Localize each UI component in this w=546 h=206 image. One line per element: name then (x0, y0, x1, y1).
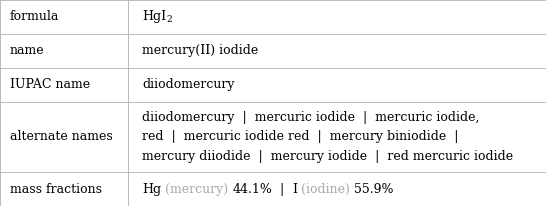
Text: mercury(II) iodide: mercury(II) iodide (142, 44, 258, 57)
Text: I: I (292, 183, 298, 195)
Text: HgI: HgI (142, 11, 166, 23)
Text: 2: 2 (166, 15, 171, 24)
Text: IUPAC name: IUPAC name (10, 78, 90, 91)
Text: (mercury): (mercury) (161, 183, 232, 195)
Text: mass fractions: mass fractions (10, 183, 102, 195)
Text: mercury diiodide  |  mercury iodide  |  red mercuric iodide: mercury diiodide | mercury iodide | red … (142, 150, 513, 163)
Text: 44.1%: 44.1% (232, 183, 272, 195)
Text: Hg: Hg (142, 183, 161, 195)
Text: diiodomercury  |  mercuric iodide  |  mercuric iodide,: diiodomercury | mercuric iodide | mercur… (142, 111, 479, 124)
Text: formula: formula (10, 11, 59, 23)
Text: |: | (272, 183, 292, 195)
Text: name: name (10, 44, 44, 57)
Text: red  |  mercuric iodide red  |  mercury biniodide  |: red | mercuric iodide red | mercury bini… (142, 130, 459, 144)
Text: diiodomercury: diiodomercury (142, 78, 234, 91)
Text: (iodine): (iodine) (298, 183, 354, 195)
Text: alternate names: alternate names (10, 130, 112, 144)
Text: 55.9%: 55.9% (354, 183, 394, 195)
